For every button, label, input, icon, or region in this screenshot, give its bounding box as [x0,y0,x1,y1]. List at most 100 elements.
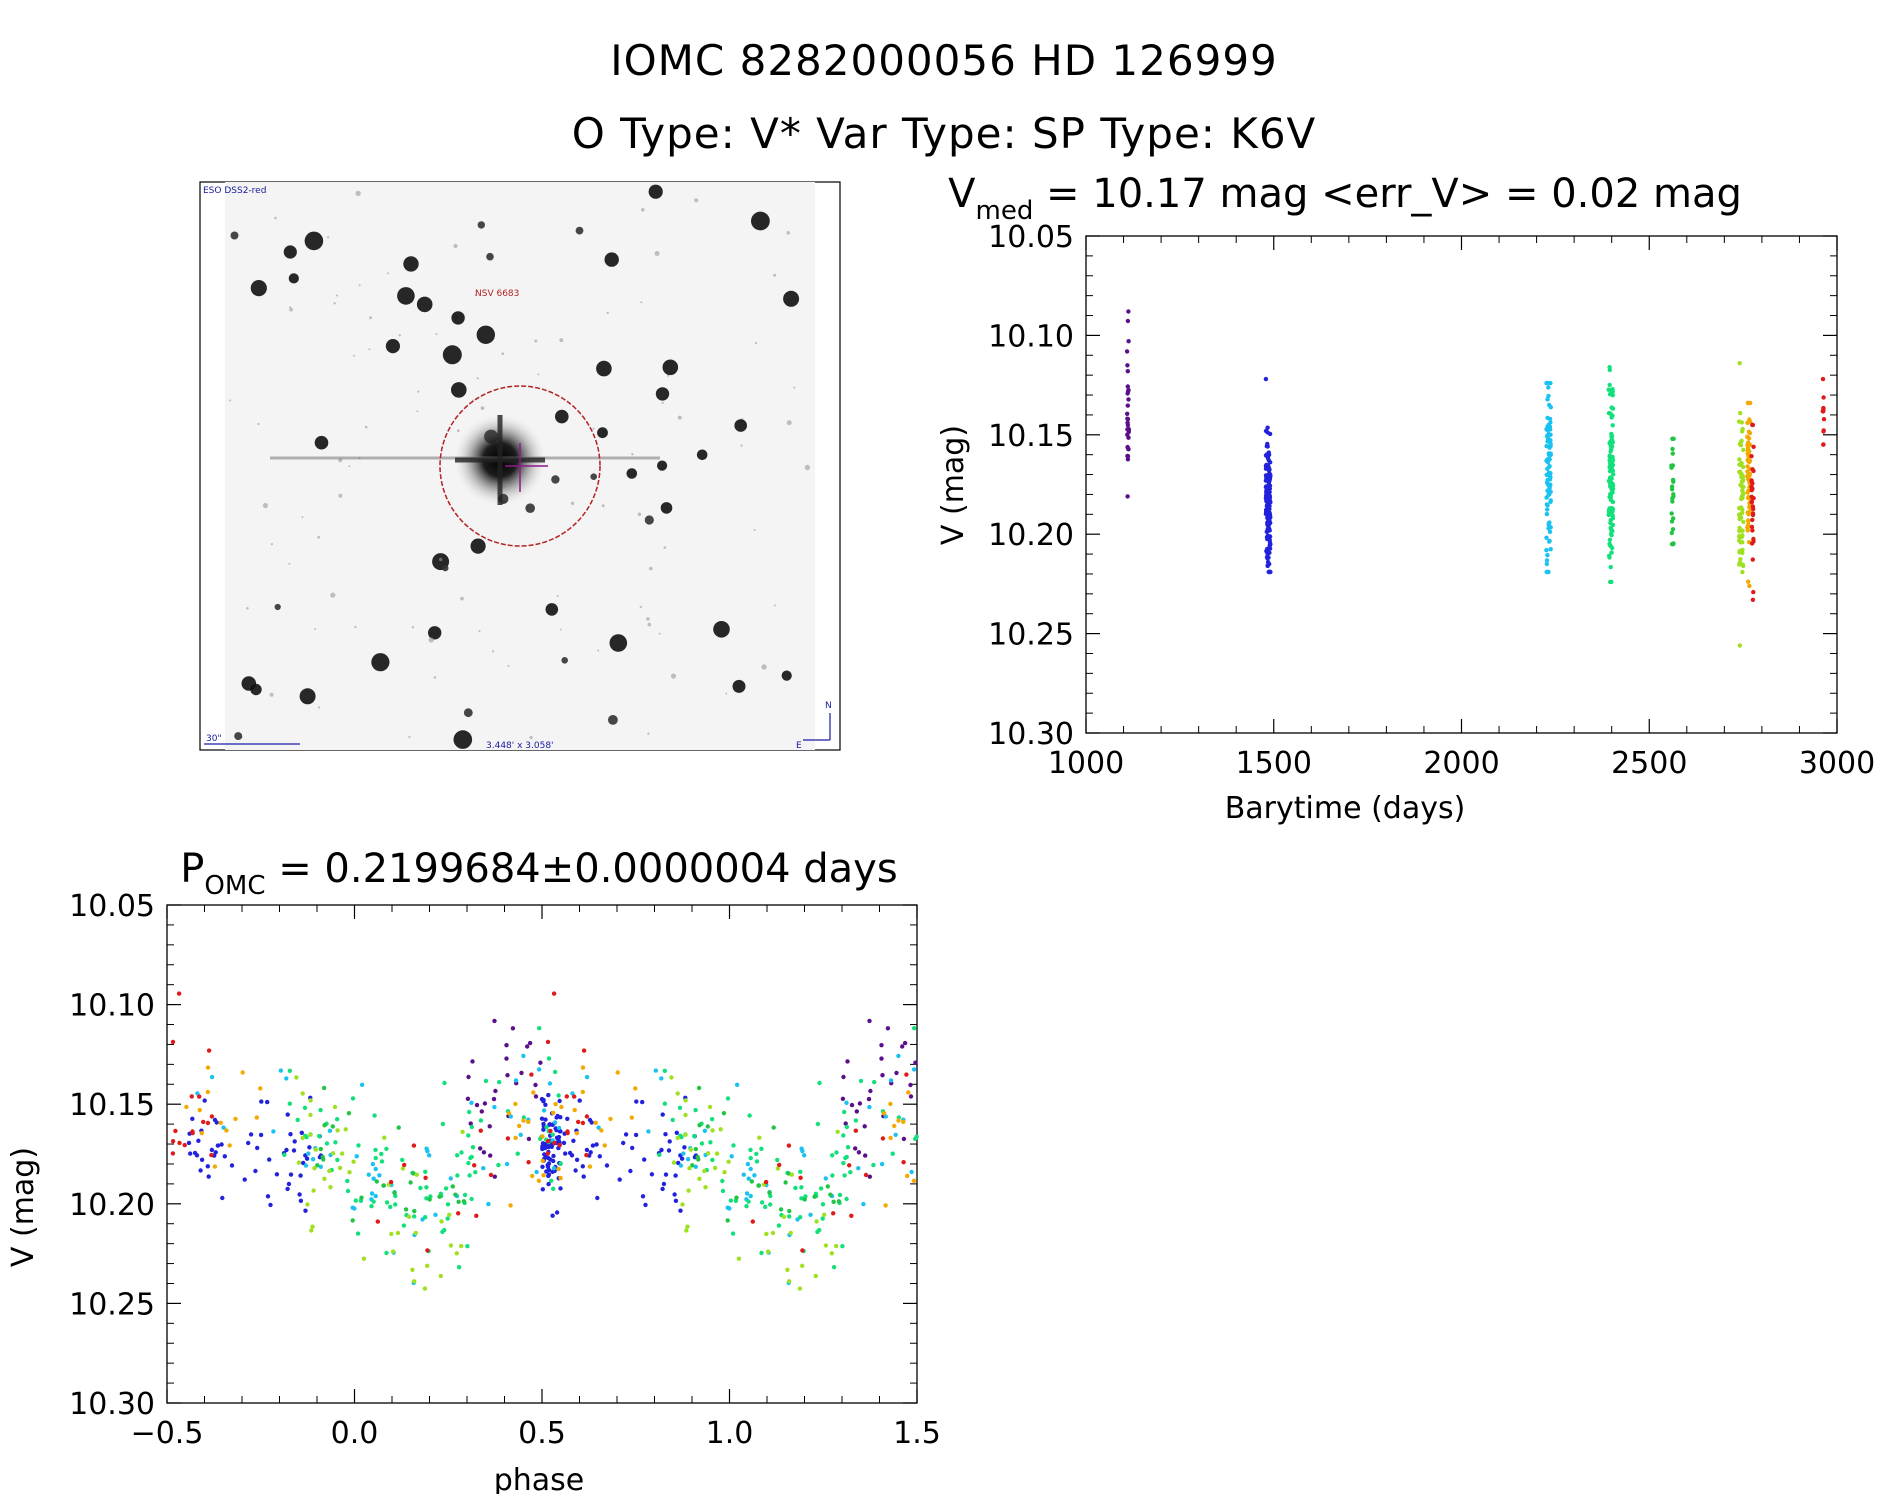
phase-point [685,1157,691,1162]
lightcurve-point [1546,393,1551,399]
phase-xtick-label: 1.5 [893,1416,941,1451]
phase-point [856,1150,862,1155]
field-star [644,515,654,525]
field-star [289,307,293,312]
phase-point [556,1166,561,1172]
phase-point [311,1188,316,1193]
phase-point [334,1117,340,1122]
phase-point [308,1132,313,1137]
phase-point [879,1056,884,1061]
field-star [397,287,415,305]
phase-point [265,1194,271,1199]
phase-point [683,1098,688,1103]
lightcurve-point [1544,511,1550,517]
phase-point [371,1176,376,1181]
field-star [327,236,330,239]
lightcurve-point [1737,643,1743,648]
phase-point [643,1202,648,1208]
phase-point [748,1166,753,1172]
phase-point [812,1194,817,1199]
phase-point [403,1207,409,1212]
phase-point [818,1186,824,1191]
field-star [661,401,664,404]
phase-point [800,1263,805,1269]
phase-point [197,1094,202,1099]
phase-point [836,1199,842,1204]
phase-point [813,1273,818,1279]
phase-point [504,1161,510,1167]
phase-point [285,1186,290,1192]
phase-point [318,1107,323,1113]
phase-point [775,1157,780,1163]
field-star [403,256,419,272]
phase-point [608,1116,613,1122]
field-star [230,231,239,240]
lightcurve-point [1745,495,1751,501]
phase-point [381,1183,387,1188]
phase-point [478,1128,483,1133]
phase-point [572,1107,577,1113]
phase-point [817,1080,822,1086]
phase-point [206,1174,211,1179]
lightcurve-point [1126,339,1131,344]
phase-point [558,1186,563,1191]
phase-point [396,1125,401,1130]
phase-point [401,1223,407,1228]
field-star [608,715,618,725]
phase-point [322,1176,327,1182]
field-star [398,334,401,337]
phase-point [292,1139,297,1144]
lightcurve-point [1124,349,1130,354]
field-star [754,341,758,345]
phase-ylabel: V (mag) [6,1147,41,1267]
field-star [631,453,634,456]
field-star [314,435,329,450]
phase-point [373,1155,378,1161]
field-star [491,650,495,653]
phase-point [510,1026,516,1031]
lightcurve-point [1607,382,1612,388]
phase-point [683,1112,688,1118]
phase-point [902,1040,908,1046]
lightcurve-point [1608,518,1613,523]
lightcurve-point [1266,458,1272,463]
lightcurve-point [1737,361,1742,366]
lightcurve-point [1265,556,1270,561]
phase-point [752,1173,757,1178]
phase-point [218,1120,223,1126]
phase-point [541,1173,546,1178]
phase-point [303,1208,308,1213]
phase-point [725,1218,730,1223]
lightcurve-point [1740,528,1745,533]
phase-point [909,1169,914,1175]
survey-label: ESO DSS2-red [203,186,266,196]
phase-point [771,1125,776,1130]
phase-point [549,1178,554,1184]
field-star [694,198,699,203]
phase-point [209,1074,215,1080]
phase-point [714,1151,720,1156]
field-star [529,735,533,740]
lightcurve-point [1737,469,1743,474]
lightcurve-point [1746,429,1752,434]
phase-point [551,1110,556,1116]
phase-point [424,1146,429,1151]
phase-point [671,1160,677,1165]
field-star [639,605,642,609]
lightcurve-point [1737,560,1743,565]
field-star [428,626,442,640]
phase-point [747,1113,752,1118]
lightcurve-point [1126,397,1131,402]
phase-point [693,1164,698,1170]
phase-point [581,1174,586,1179]
phase-point [841,1074,846,1080]
field-star [561,657,568,664]
phase-point [825,1184,830,1189]
lightcurve-point [1607,367,1613,373]
phase-point [213,1150,218,1155]
lightcurve-point [1263,453,1269,458]
phase-point [343,1127,348,1132]
phase-point [693,1146,698,1152]
phase-point [829,1251,834,1256]
field-star [648,184,663,199]
